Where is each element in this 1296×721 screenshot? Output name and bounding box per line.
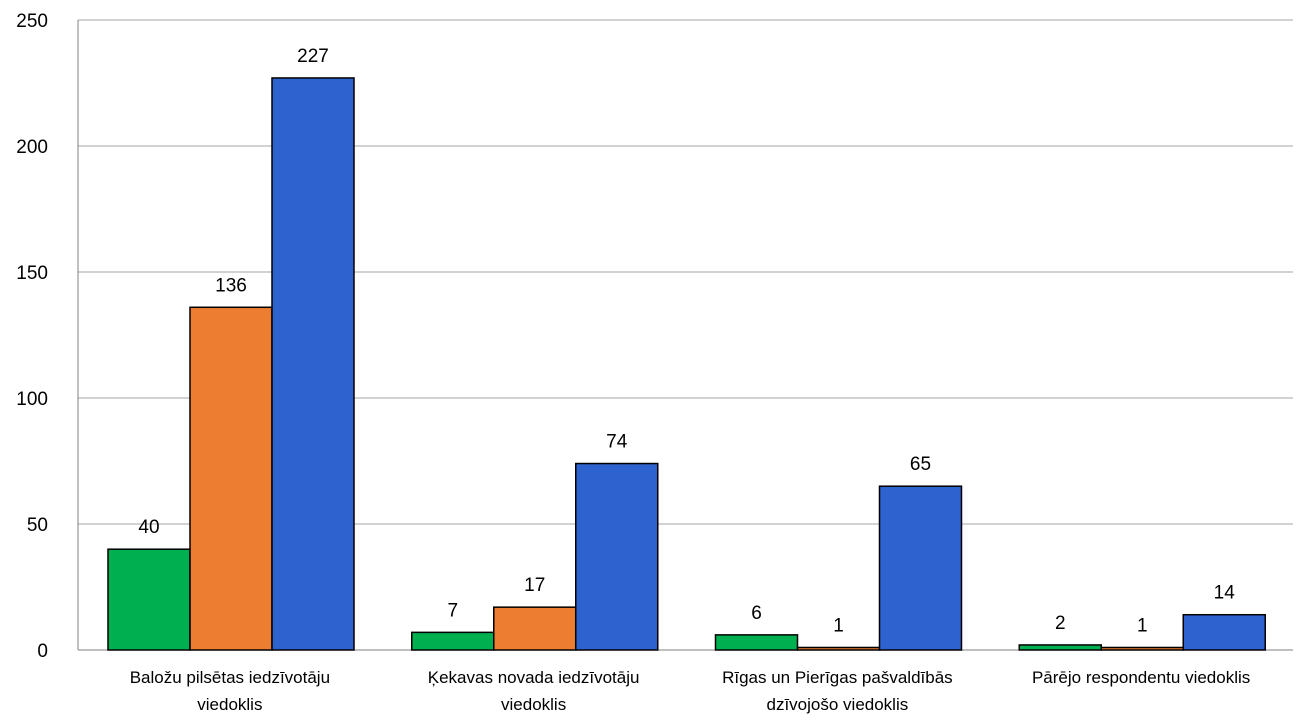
data-label: 2 (1055, 613, 1066, 634)
bars (107, 77, 1266, 651)
bar (493, 606, 577, 651)
data-label: 6 (751, 603, 762, 624)
data-label: 14 (1214, 583, 1236, 604)
y-tick-label: 100 (16, 389, 48, 410)
x-category-label: Rīgas un Pierīgas pašvaldībās dzīvojošo v… (722, 668, 953, 714)
data-label: 1 (833, 615, 844, 636)
x-axis-category-labels: Baložu pilsētas iedzīvotāju viedoklis Ķeka… (130, 668, 1251, 714)
data-label: 74 (606, 432, 628, 453)
y-tick-label: 150 (16, 263, 48, 284)
bar (796, 646, 881, 651)
x-category-label: Ķekavas novada iedzīvotāju viedoklis (428, 668, 640, 714)
bar (271, 77, 355, 651)
bar (189, 306, 273, 651)
data-label: 65 (910, 454, 931, 475)
data-label: 17 (524, 575, 545, 596)
bar (878, 485, 963, 651)
y-axis-tick-labels: 0 50 100 150 200 250 (16, 11, 48, 662)
bar (1182, 613, 1266, 651)
x-category-label: Pārējo respondentu viedoklis (1032, 668, 1250, 687)
bar (107, 548, 191, 651)
data-label: 136 (215, 275, 247, 296)
data-label: 1 (1137, 615, 1148, 636)
bar (575, 462, 659, 651)
y-tick-label: 250 (16, 11, 48, 32)
y-tick-label: 50 (27, 515, 48, 536)
bar (1018, 644, 1102, 651)
bar (714, 634, 799, 651)
y-tick-label: 0 (37, 641, 48, 662)
data-labels: 40 136 227 7 17 74 6 1 65 2 1 14 (138, 46, 1235, 637)
y-tick-label: 200 (16, 137, 48, 158)
bar (411, 631, 495, 651)
data-label: 227 (297, 46, 329, 67)
x-category-label: Baložu pilsētas iedzīvotāju viedoklis (130, 668, 330, 714)
data-label: 40 (138, 517, 159, 538)
bar (1100, 646, 1184, 651)
data-label: 7 (447, 600, 458, 621)
